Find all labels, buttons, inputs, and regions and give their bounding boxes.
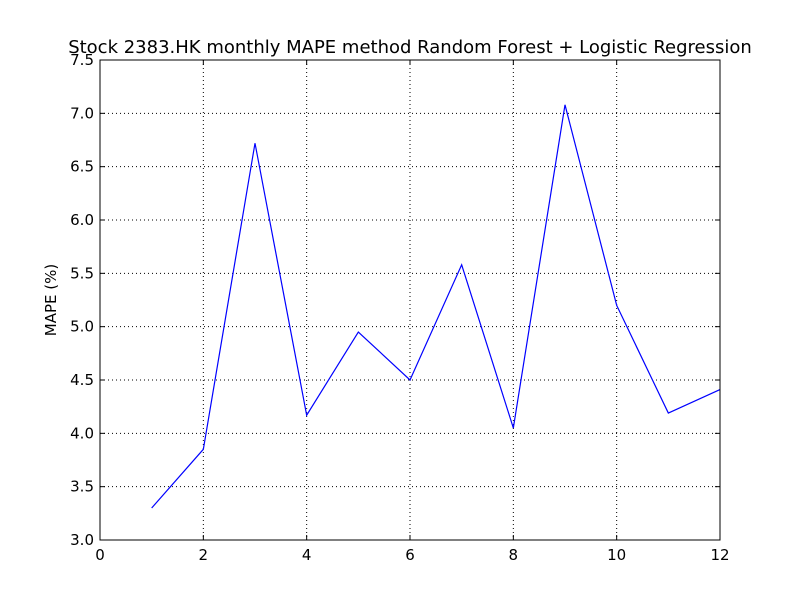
x-tick-label: 4 xyxy=(302,546,312,564)
y-tick-label: 4.0 xyxy=(70,424,94,442)
y-tick-label: 6.0 xyxy=(70,211,94,229)
y-tick-label: 6.5 xyxy=(70,158,94,176)
x-tick-label: 12 xyxy=(710,546,729,564)
series-line xyxy=(151,104,721,509)
series-layer xyxy=(151,104,721,509)
y-tick-label: 4.5 xyxy=(70,371,94,389)
x-tick-labels: 0 2 4 6 8 10 12 xyxy=(95,546,729,564)
y-tick-label: 3.0 xyxy=(70,531,94,549)
y-tick-label: 3.5 xyxy=(70,478,94,496)
y-tick-label: 7.5 xyxy=(70,51,94,69)
x-tick-label: 8 xyxy=(509,546,519,564)
y-tick-labels: 3.0 3.5 4.0 4.5 5.0 5.5 6.0 6.5 7.0 7.5 xyxy=(70,51,94,549)
x-tick-label: 10 xyxy=(607,546,626,564)
tick-marks xyxy=(99,59,721,541)
x-tick-label: 6 xyxy=(405,546,415,564)
x-tick-label: 2 xyxy=(199,546,209,564)
y-axis-label: MAPE (%) xyxy=(42,264,60,336)
x-tick-label: 0 xyxy=(95,546,105,564)
y-tick-label: 5.0 xyxy=(70,318,94,336)
chart-title: Stock 2383.HK monthly MAPE method Random… xyxy=(68,37,752,58)
y-tick-label: 7.0 xyxy=(70,104,94,122)
y-tick-label: 5.5 xyxy=(70,264,94,282)
grid xyxy=(100,60,720,540)
